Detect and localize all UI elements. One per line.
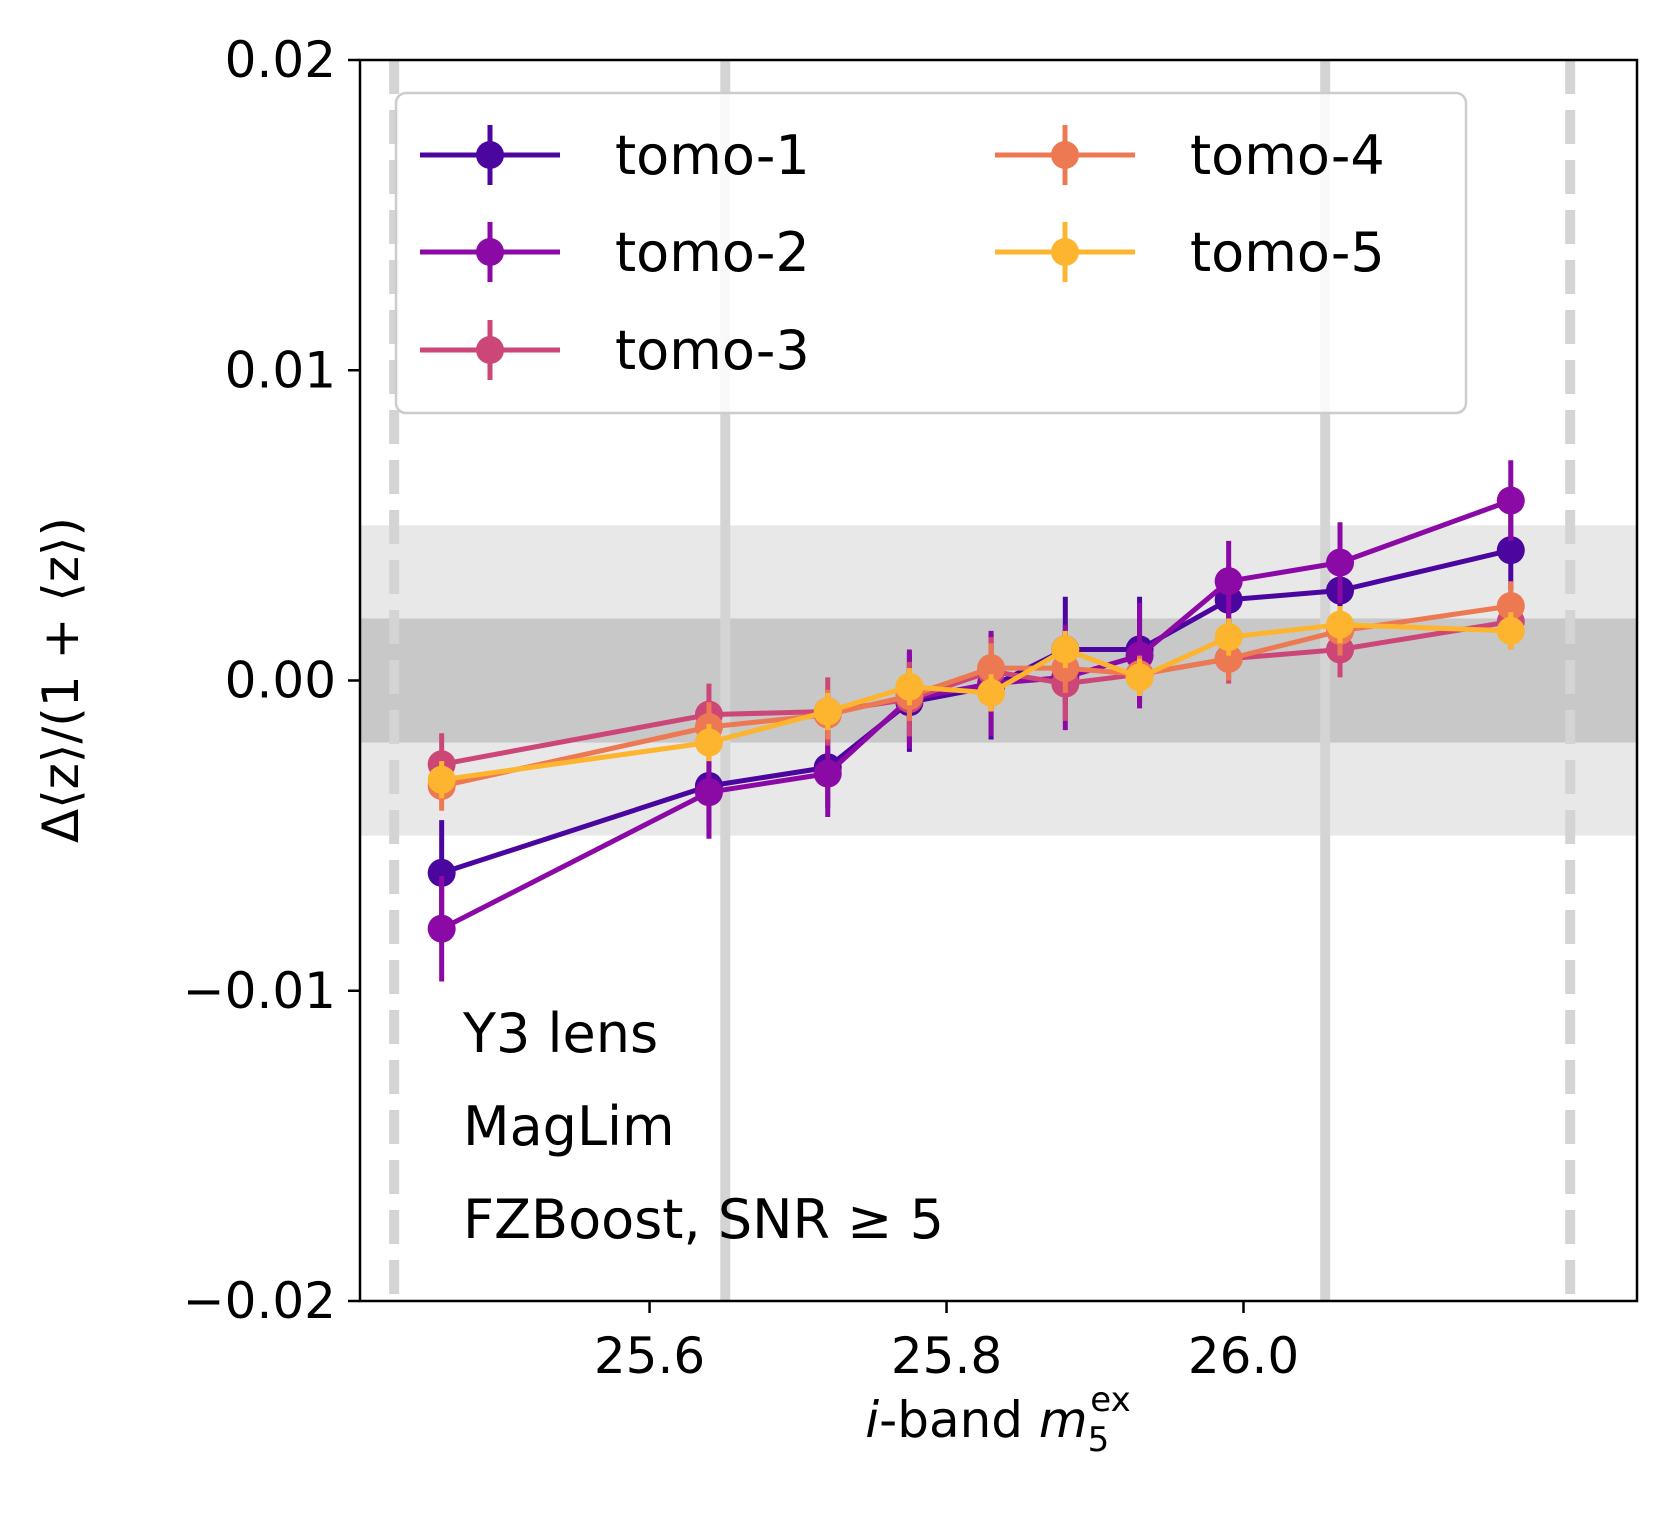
annotation-block: Y3 lens MagLim FZBoost, SNR ≥ 5	[462, 1002, 944, 1251]
legend-label: tomo-1	[615, 124, 810, 187]
legend-label: tomo-5	[1190, 221, 1385, 284]
data-point	[1214, 623, 1243, 652]
data-point	[977, 678, 1006, 707]
y-axis-title: Δ⟨z⟩/(1 + ⟨z⟩)	[32, 517, 90, 843]
data-point	[895, 672, 924, 701]
y-axis-ticks: −0.02 −0.01 0.00 0.01 0.02	[183, 31, 360, 1330]
data-point	[1326, 610, 1355, 639]
legend-label: tomo-3	[615, 319, 810, 382]
data-point	[1125, 663, 1154, 692]
legend-swatch-marker	[1051, 141, 1079, 169]
x-tick-label: 26.0	[1188, 1327, 1299, 1385]
data-point	[427, 914, 456, 943]
legend-item-tomo-4: tomo-4	[995, 124, 1385, 187]
x-tick-label: 25.6	[594, 1327, 705, 1385]
data-point	[694, 778, 723, 807]
legend: tomo-1 tomo-2 tomo-3 tomo-4 tomo-5	[394, 91, 1468, 415]
data-point	[1496, 536, 1525, 565]
legend-swatch-marker	[476, 336, 504, 364]
legend-box	[394, 91, 1468, 415]
series-line-tomo-3	[441, 619, 1512, 767]
legend-item-tomo-3: tomo-3	[420, 319, 810, 382]
y-tick-label: 0.00	[225, 652, 336, 710]
y-tick-label: 0.01	[225, 341, 336, 399]
data-point	[1496, 616, 1525, 645]
y-tick-label: −0.02	[183, 1272, 336, 1330]
x-tick-label: 25.8	[891, 1327, 1002, 1385]
legend-item-tomo-1: tomo-1	[420, 124, 810, 187]
legend-label: tomo-2	[615, 221, 810, 284]
annotation-line-2: MagLim	[463, 1095, 675, 1158]
series-line-tomo-2	[440, 498, 1512, 931]
x-axis-title: i-band m5ex	[865, 1380, 1130, 1460]
data-point	[1496, 486, 1525, 515]
legend-swatch-marker	[1051, 238, 1079, 266]
y-tick-label: −0.01	[183, 962, 336, 1020]
legend-label: tomo-4	[1190, 124, 1385, 187]
annotation-line-1: Y3 lens	[462, 1002, 658, 1065]
x-axis-ticks: 25.6 25.8 26.0	[594, 1301, 1299, 1385]
series-line-tomo-5	[441, 622, 1511, 783]
data-point	[1214, 567, 1243, 596]
series-line-tomo-4	[441, 603, 1512, 789]
data-point	[977, 654, 1006, 683]
legend-item-tomo-2: tomo-2	[420, 221, 810, 284]
data-point	[427, 765, 456, 794]
series-tomo-5	[427, 606, 1525, 799]
data-point	[427, 858, 456, 887]
data-point	[813, 759, 842, 788]
data-point	[694, 728, 723, 757]
y-tick-label: 0.02	[225, 31, 336, 89]
data-point	[813, 697, 842, 726]
series-layer	[427, 460, 1525, 982]
data-point	[1214, 644, 1243, 673]
data-point	[1326, 548, 1355, 577]
data-point	[1051, 635, 1080, 664]
legend-swatch-marker	[476, 238, 504, 266]
legend-item-tomo-5: tomo-5	[995, 221, 1385, 284]
legend-swatch-marker	[476, 141, 504, 169]
annotation-line-3: FZBoost, SNR ≥ 5	[463, 1188, 944, 1251]
data-point	[1496, 592, 1525, 621]
